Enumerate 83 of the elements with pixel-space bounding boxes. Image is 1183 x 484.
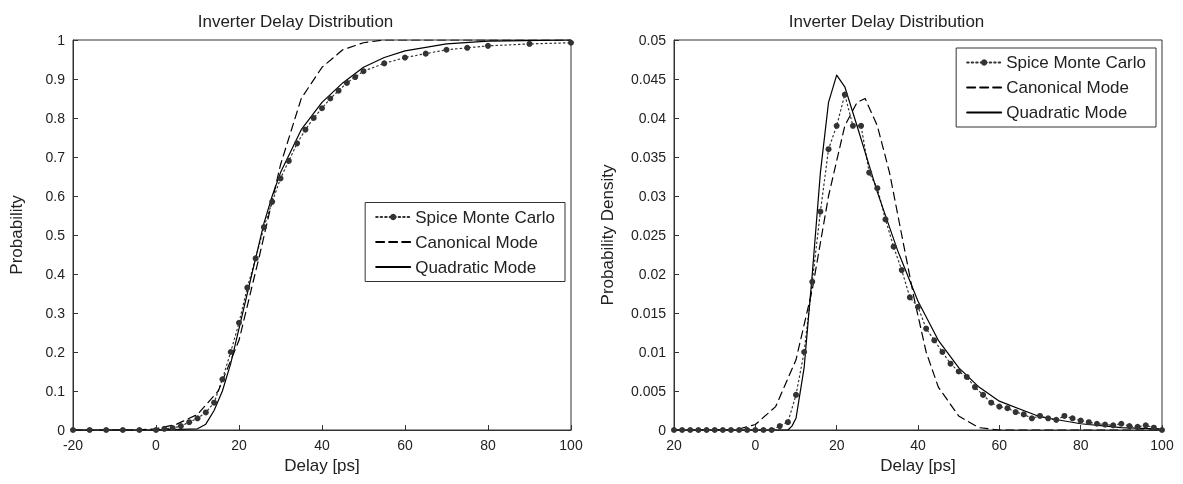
y-tick-label: 0.045 [630, 71, 667, 87]
point [526, 40, 533, 47]
point [402, 54, 408, 61]
point [252, 255, 259, 262]
chart-title: Inverter Delay Distribution [788, 12, 985, 31]
x-tick-label: 60 [991, 437, 1008, 453]
point [103, 427, 110, 433]
y-tick-label: 0.1 [45, 383, 66, 399]
y-tick-label: 0.04 [638, 110, 667, 126]
x-tick-label: 40 [910, 437, 926, 453]
x-tick-label: 80 [480, 437, 496, 453]
point [335, 87, 342, 94]
point [568, 39, 574, 46]
point [285, 157, 292, 164]
legend-label: Canonical Mode [1006, 78, 1130, 97]
point [302, 126, 309, 133]
point [202, 409, 209, 416]
point [211, 399, 218, 406]
x-tick-label: 20 [231, 437, 247, 453]
y-tick-label: 0.03 [638, 188, 667, 204]
x-tick-label: 40 [314, 437, 330, 453]
point [86, 427, 93, 433]
point [381, 60, 388, 67]
y-tick-label: 0.02 [638, 266, 667, 282]
legend-label: Spice Monte Carlo [1006, 53, 1146, 72]
y-tick-label: 0.4 [45, 266, 66, 282]
point [294, 140, 301, 147]
point [343, 79, 350, 86]
y-tick-label: 0.9 [45, 71, 66, 87]
legend-label: Canonical Mode [415, 232, 539, 252]
x-tick-label: 0 [152, 437, 161, 453]
point [464, 44, 471, 51]
chart-title: Inverter Delay Distribution [197, 12, 394, 31]
point [260, 224, 267, 231]
point [186, 419, 193, 426]
x-tick-label: 80 [1072, 437, 1089, 453]
point [236, 319, 242, 326]
y-tick-label: 0.5 [45, 227, 66, 243]
y-tick-label: 0.2 [45, 344, 66, 360]
legend-label: Spice Monte Carlo [415, 207, 555, 227]
point [443, 46, 450, 53]
y-tick-label: 0.6 [45, 188, 66, 204]
point [227, 349, 234, 355]
y-tick-label: 0 [57, 422, 66, 438]
point [319, 105, 325, 112]
point [161, 425, 168, 432]
y-tick-label: 0.01 [638, 344, 667, 360]
x-tick-label: 20 [666, 437, 682, 453]
y-tick-label: 0.05 [638, 32, 667, 48]
y-tick-label: 0.005 [630, 383, 667, 399]
point [277, 175, 284, 182]
y-tick-label: 0.025 [630, 227, 667, 243]
y-tick-label: 0.015 [630, 305, 667, 321]
x-tick-label: 100 [559, 437, 583, 453]
point [244, 284, 251, 291]
point [360, 68, 367, 75]
point [177, 423, 184, 430]
legend-label: Quadratic Mode [1006, 103, 1128, 122]
x-tick-label: -20 [62, 437, 84, 453]
point [194, 415, 201, 422]
y-tick-label: 0.035 [630, 149, 667, 165]
y-tick-label: 0.7 [45, 149, 66, 165]
point [310, 115, 317, 121]
point [136, 427, 143, 433]
x-tick-label: 100 [1150, 437, 1174, 453]
y-axis-title: Probability [7, 194, 26, 275]
y-tick-label: 0.3 [45, 305, 66, 321]
point [485, 42, 491, 49]
x-tick-label: 0 [751, 437, 760, 453]
point [352, 74, 359, 81]
y-tick-label: 0.8 [45, 110, 66, 126]
point [269, 198, 276, 205]
y-tick-label: 1 [57, 32, 66, 48]
legend-label: Quadratic Mode [415, 257, 537, 277]
point [119, 427, 126, 433]
point [219, 376, 226, 383]
y-axis-title: Probability Density [598, 164, 617, 306]
y-tick-label: 0 [658, 422, 667, 438]
x-tick-label: 60 [397, 437, 413, 453]
x-axis-title: Delay [ps] [284, 455, 360, 475]
x-tick-label: 20 [828, 437, 845, 453]
point [422, 50, 429, 57]
x-axis-title: Delay [ps] [880, 455, 956, 475]
